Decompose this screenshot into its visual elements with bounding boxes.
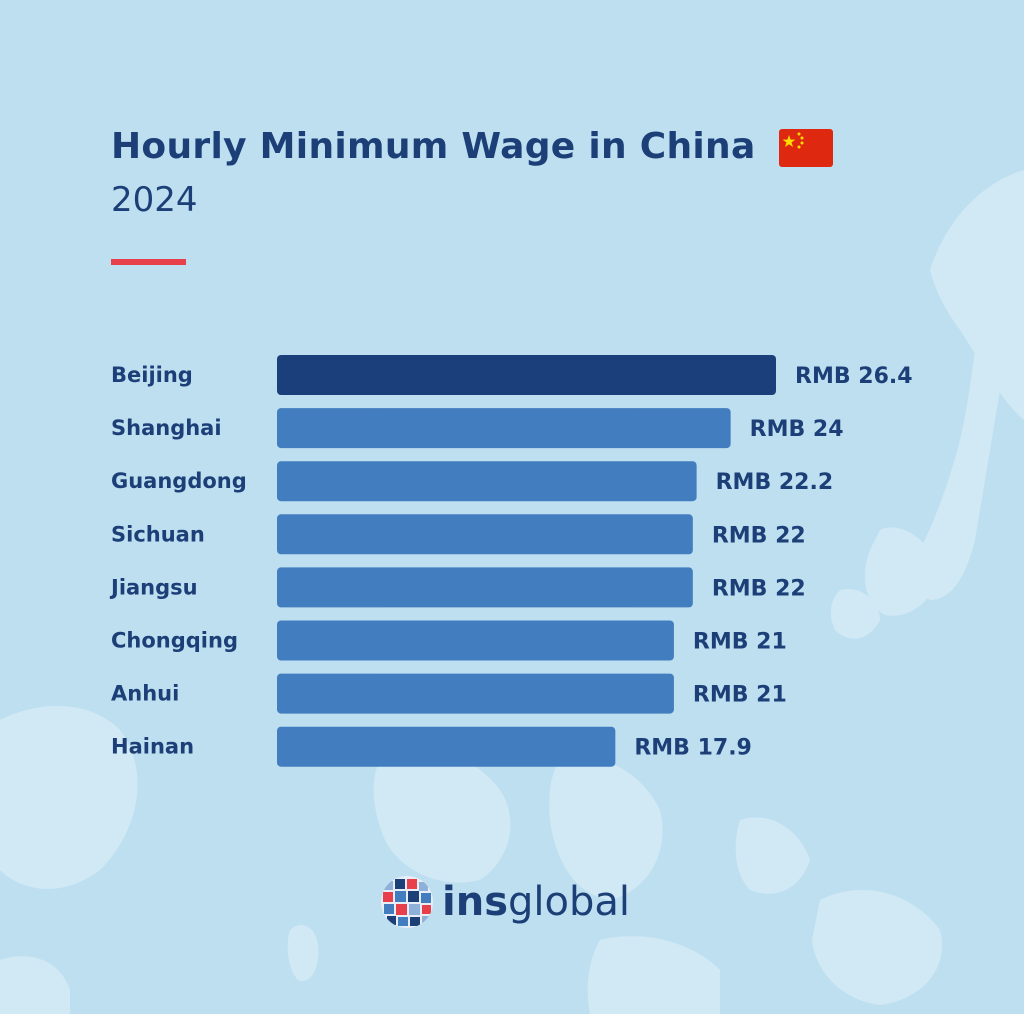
accent-rule (111, 259, 186, 265)
logo-wordmark: insglobal (442, 882, 630, 922)
logo-prefix: ins (442, 879, 508, 925)
value-label: RMB 22 (712, 523, 806, 548)
category-label: Guangdong (111, 469, 247, 493)
insglobal-logo: insglobal (380, 874, 630, 930)
category-label: Hainan (111, 735, 194, 759)
globe-logo-icon (381, 876, 433, 928)
category-label: Anhui (111, 682, 179, 706)
china-flag-icon (779, 129, 833, 167)
value-label: RMB 22 (712, 576, 806, 601)
category-label: Shanghai (111, 416, 222, 440)
value-label: RMB 26.4 (795, 364, 913, 389)
bar-beijing (277, 355, 776, 395)
value-label: RMB 21 (693, 683, 787, 708)
chart-title: Hourly Minimum Wage in China (111, 126, 756, 167)
bar-jiangsu (277, 567, 693, 608)
category-label: Chongqing (111, 629, 238, 653)
bar-shanghai (277, 408, 731, 449)
bar-sichuan (277, 514, 693, 555)
bar-anhui (277, 673, 674, 714)
bar-guangdong (277, 461, 697, 502)
value-label: RMB 21 (693, 630, 787, 655)
category-label: Beijing (111, 363, 193, 387)
bar-hainan (277, 726, 616, 767)
chart-subtitle: 2024 (111, 180, 198, 220)
bar-chongqing (277, 620, 674, 661)
logo-suffix: global (508, 879, 630, 925)
category-label: Sichuan (111, 522, 205, 546)
value-label: RMB 22.2 (716, 470, 834, 495)
value-label: RMB 17.9 (634, 736, 752, 761)
value-label: RMB 24 (750, 417, 844, 442)
category-label: Jiangsu (109, 575, 198, 599)
